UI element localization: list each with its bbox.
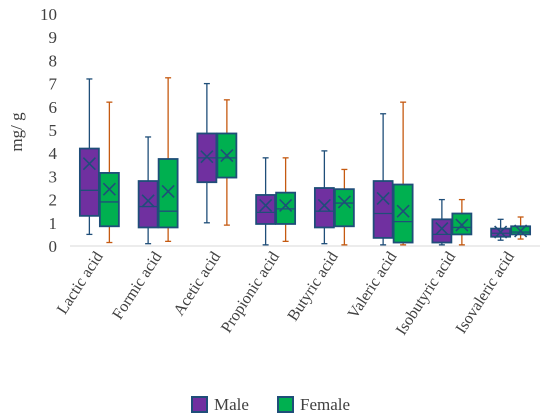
y-tick-label: 7 xyxy=(49,75,58,94)
legend: Male Female xyxy=(191,395,350,414)
y-tick-label: 10 xyxy=(40,5,57,24)
x-tick-label: Butyric acid xyxy=(285,249,342,324)
box xyxy=(137,180,159,229)
mean-marker xyxy=(82,157,96,171)
y-axis: 0 1 2 3 4 5 6 7 8 9 10 xyxy=(40,5,58,256)
box xyxy=(451,212,473,236)
legend-label: Female xyxy=(300,395,350,414)
y-tick-label: 2 xyxy=(49,191,58,210)
mean-marker xyxy=(102,182,116,196)
box xyxy=(372,180,394,239)
y-tick-label: 8 xyxy=(49,51,58,70)
x-axis: Lactic acid Formic acid Acetic acidPropion… xyxy=(54,245,540,338)
box xyxy=(392,183,414,244)
x-tick-label: Isobutyric acid xyxy=(393,249,459,338)
x-tick-label: Formic acid xyxy=(109,249,165,323)
mean-marker xyxy=(514,224,528,238)
mean-marker xyxy=(259,198,273,212)
mean-marker xyxy=(337,195,351,209)
mean-marker xyxy=(455,218,469,232)
y-tick-label: 6 xyxy=(49,98,58,117)
legend-swatch xyxy=(191,396,208,413)
box xyxy=(431,218,453,244)
y-tick-label: 0 xyxy=(49,237,58,256)
y-tick-label: 1 xyxy=(49,214,58,233)
box xyxy=(333,188,355,228)
mean-marker xyxy=(317,198,331,212)
legend-swatch xyxy=(277,396,294,413)
box xyxy=(313,187,335,229)
mean-marker xyxy=(435,222,449,236)
x-tick-label: Valeric acid xyxy=(345,249,401,322)
box xyxy=(98,172,120,228)
x-tick-label: Isovaleric acid xyxy=(453,249,518,337)
x-tick-label: Acetic acid xyxy=(171,249,225,319)
mean-marker xyxy=(200,150,214,164)
y-tick-label: 9 xyxy=(49,28,58,47)
box xyxy=(78,147,100,217)
mean-marker xyxy=(279,198,293,212)
y-tick-label: 5 xyxy=(49,121,58,140)
mean-marker xyxy=(161,184,175,199)
y-axis-label: mg/ g xyxy=(7,112,26,152)
mean-marker xyxy=(376,191,390,206)
box-series xyxy=(78,77,532,246)
x-tick-label: Propionic acid xyxy=(218,249,283,336)
mean-marker xyxy=(141,194,155,208)
legend-label: Male xyxy=(214,395,249,414)
y-tick-label: 3 xyxy=(49,167,58,186)
x-tick-label: Lactic acid xyxy=(54,249,107,317)
mean-marker xyxy=(396,204,410,218)
box xyxy=(255,194,277,225)
mean-marker xyxy=(494,225,508,239)
mean-marker xyxy=(220,148,234,163)
y-tick-label: 4 xyxy=(49,144,58,163)
box xyxy=(157,158,179,229)
